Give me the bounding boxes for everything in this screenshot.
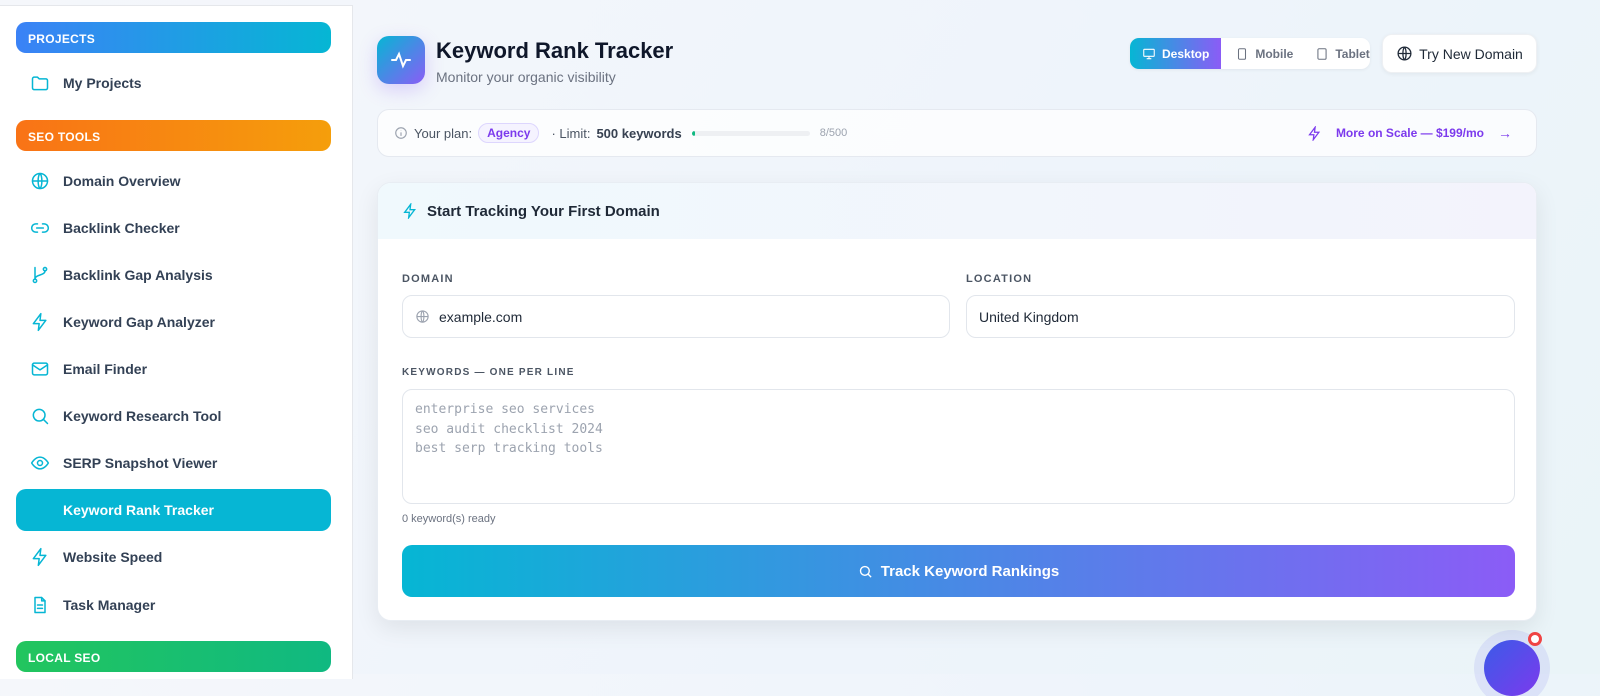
- activity-icon: [391, 51, 411, 69]
- app-logo: [377, 36, 425, 84]
- location-label: LOCATION: [966, 273, 1033, 285]
- eye-icon: [30, 456, 50, 470]
- tablet-icon: [1317, 47, 1327, 60]
- device-tablet[interactable]: Tablet: [1303, 38, 1379, 69]
- sidebar: PROJECTS My Projects SEO TOOLS Domain Ov…: [0, 5, 353, 679]
- device-toggle: Desktop Mobile Tablet: [1130, 38, 1370, 69]
- keywords-label: KEYWORDS — ONE PER LINE: [402, 367, 575, 378]
- link-icon: [30, 223, 50, 233]
- plan-badge: Agency: [478, 123, 540, 143]
- info-icon: [395, 127, 407, 139]
- zap-icon: [32, 312, 47, 332]
- sidebar-item-backlink-gap[interactable]: Backlink Gap Analysis: [16, 254, 331, 296]
- search-icon: [32, 408, 49, 425]
- search-icon: [859, 565, 872, 578]
- sidebar-item-backlink-checker[interactable]: Backlink Checker: [16, 207, 331, 249]
- page-subtitle: Monitor your organic visibility: [436, 69, 616, 85]
- domain-input[interactable]: example.com: [402, 295, 950, 338]
- section-local-seo: LOCAL SEO: [16, 641, 331, 672]
- zap-icon: [403, 203, 416, 219]
- domain-label: DOMAIN: [402, 273, 454, 285]
- globe-icon: [1397, 46, 1412, 61]
- globe-icon: [31, 172, 49, 190]
- keywords-textarea[interactable]: enterprise seo services seo audit checkl…: [402, 389, 1515, 504]
- globe-icon: [416, 310, 429, 323]
- page-title: Keyword Rank Tracker: [436, 38, 674, 63]
- monitor-icon: [1143, 48, 1155, 59]
- section-seo-tools: SEO TOOLS: [16, 120, 331, 151]
- keyword-count: 0 keyword(s) ready: [402, 513, 496, 525]
- sidebar-item-email-finder[interactable]: Email Finder: [16, 348, 331, 390]
- section-projects: PROJECTS: [16, 22, 331, 53]
- zap-icon: [1308, 125, 1321, 141]
- git-branch-icon: [32, 266, 48, 284]
- sidebar-item-my-projects[interactable]: My Projects: [16, 62, 331, 104]
- sidebar-item-keyword-rank-tracker[interactable]: Keyword Rank Tracker: [16, 489, 331, 531]
- sidebar-item-website-speed[interactable]: Website Speed: [16, 536, 331, 578]
- zap-icon: [32, 547, 47, 567]
- sidebar-item-serp-snapshot[interactable]: SERP Snapshot Viewer: [16, 442, 331, 484]
- usage-progress: [691, 130, 810, 136]
- try-new-domain-button[interactable]: Try New Domain: [1382, 34, 1537, 73]
- file-text-icon: [34, 596, 46, 614]
- card-header: Start Tracking Your First Domain: [378, 183, 1536, 239]
- device-desktop[interactable]: Desktop: [1130, 38, 1222, 69]
- usage-count: 8/500: [819, 127, 848, 139]
- sidebar-item-domain-overview[interactable]: Domain Overview: [16, 160, 331, 202]
- arrow-right-icon: →: [1498, 125, 1512, 141]
- chat-button[interactable]: [1484, 640, 1540, 696]
- folder-icon: [31, 76, 49, 91]
- notification-dot: [1528, 632, 1542, 646]
- device-mobile[interactable]: Mobile: [1221, 38, 1303, 69]
- sidebar-item-keyword-gap[interactable]: Keyword Gap Analyzer: [16, 301, 331, 343]
- plan-bar: Your plan: Agency · Limit: 500 keywords …: [377, 109, 1537, 157]
- mail-icon: [31, 362, 49, 376]
- sidebar-item-keyword-research[interactable]: Keyword Research Tool: [16, 395, 331, 437]
- sidebar-item-task-manager[interactable]: Task Manager: [16, 584, 331, 626]
- smartphone-icon: [1238, 47, 1247, 60]
- location-select[interactable]: United Kingdom: [966, 295, 1515, 338]
- tracking-form-card: Start Tracking Your First Domain DOMAIN …: [377, 182, 1537, 621]
- upgrade-link[interactable]: More on Scale — $199/mo →: [1307, 125, 1512, 141]
- track-rankings-button[interactable]: Track Keyword Rankings: [402, 545, 1515, 597]
